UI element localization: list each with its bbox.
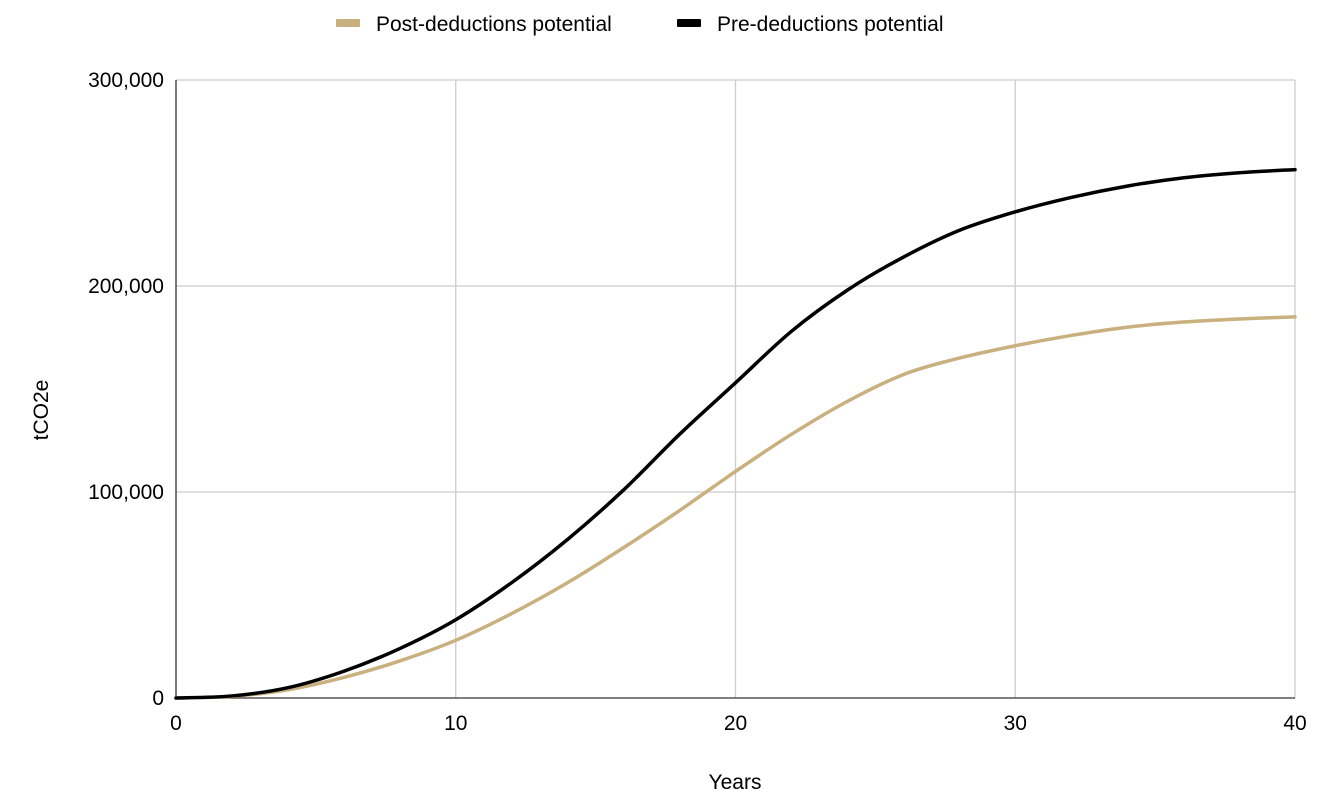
x-tick-label: 0 bbox=[170, 712, 182, 735]
grid bbox=[176, 79, 1296, 698]
y-tick-label: 300,000 bbox=[88, 69, 164, 92]
legend: Post-deductions potential Pre-deductions… bbox=[336, 13, 943, 36]
y-tick-label: 0 bbox=[152, 687, 164, 710]
y-tick-label: 200,000 bbox=[88, 275, 164, 298]
series-lines bbox=[174, 167, 1297, 700]
x-tick-label: 10 bbox=[444, 712, 467, 735]
tick-labels: 0 10 20 30 40 0 100,000 200,000 300,000 bbox=[88, 69, 1307, 735]
legend-swatch-post-deductions bbox=[336, 19, 360, 27]
x-tick-label: 20 bbox=[724, 712, 747, 735]
series-line-pre-deductions bbox=[174, 167, 1297, 700]
y-axis-label: tCO2e bbox=[30, 380, 53, 441]
series-line-post-deductions bbox=[174, 315, 1297, 700]
legend-swatch-pre-deductions bbox=[677, 19, 701, 27]
x-tick-label: 40 bbox=[1283, 712, 1306, 735]
y-tick-label: 100,000 bbox=[88, 481, 164, 504]
axes bbox=[175, 80, 1295, 699]
legend-label-post-deductions: Post-deductions potential bbox=[376, 13, 612, 36]
legend-item-pre-deductions: Pre-deductions potential bbox=[677, 13, 943, 36]
x-axis-label: Years bbox=[709, 771, 762, 794]
legend-item-post-deductions: Post-deductions potential bbox=[336, 13, 612, 36]
x-tick-label: 30 bbox=[1004, 712, 1027, 735]
legend-label-pre-deductions: Pre-deductions potential bbox=[717, 13, 943, 36]
